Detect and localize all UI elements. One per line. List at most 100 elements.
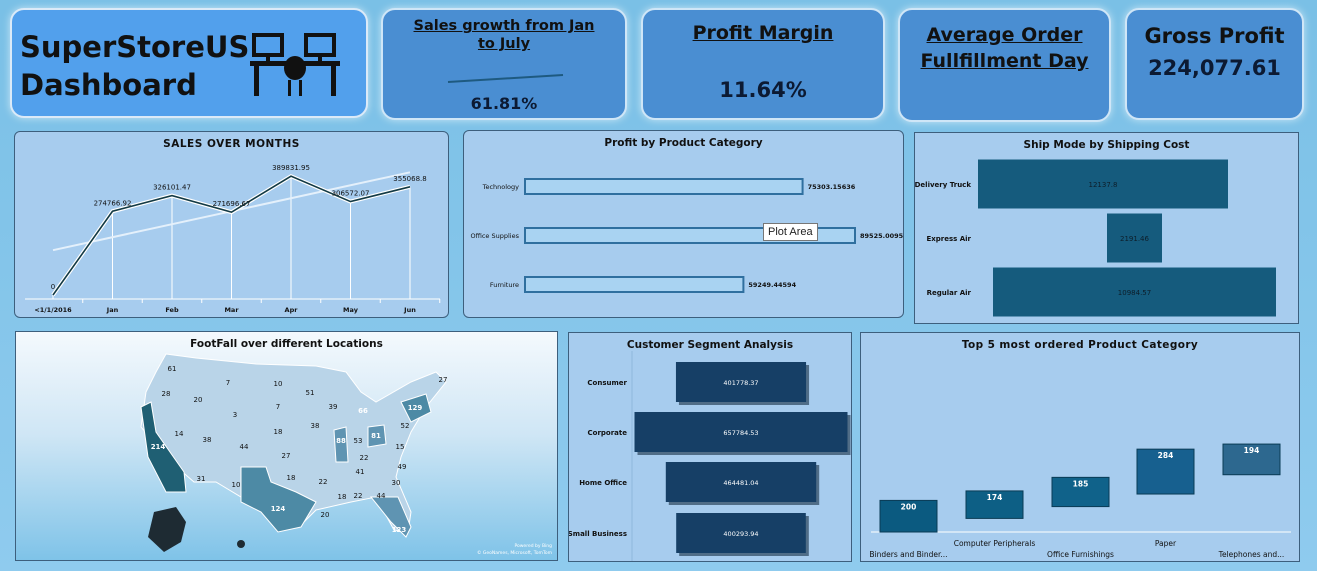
ship-mode-title: Ship Mode by Shipping Cost: [1023, 139, 1190, 151]
state-footfall-label: 22: [319, 478, 328, 486]
california-shape: [140, 401, 187, 493]
sales-data-label: 306572.07: [332, 190, 370, 198]
illinois-shape: [333, 426, 349, 463]
segment-bar: [634, 412, 848, 452]
dashboard-title-line2: Dashboard: [20, 68, 197, 102]
ship-mode-label: Regular Air: [927, 289, 972, 297]
state-footfall-label: 38: [203, 436, 212, 444]
sales-data-label: 274766.92: [94, 199, 132, 207]
us-states-map[interactable]: Powered by Bing © GeoNames, Microsoft, T…: [16, 332, 557, 560]
top5-category-label: Paper: [1155, 539, 1177, 548]
state-footfall-label: 66: [358, 407, 368, 415]
sales-data-label: 389831.95: [272, 164, 310, 172]
sales-data-label: 326101.47: [153, 184, 191, 192]
avg-fulfillment-title: Average Order Fullfillment Day: [920, 24, 1089, 72]
segment-bar: [675, 362, 807, 402]
state-footfall-label: 14: [175, 430, 184, 438]
alaska-shape: [148, 507, 186, 552]
customer-segment-bar-chart[interactable]: Consumer 401778.37 Corporate 657784.53 Home …: [569, 333, 851, 561]
sales-x-tick-label: May: [343, 306, 359, 314]
sales-x-tick-label: Jan: [106, 306, 119, 314]
top5-data-label: 194: [1244, 446, 1260, 455]
avg-fulfillment-card: Average Order Fullfillment Day: [898, 8, 1111, 122]
state-footfall-label: 39: [329, 403, 338, 411]
footfall-map-title: FootFall over different Locations: [190, 338, 383, 350]
state-footfall-label: 10: [232, 481, 241, 489]
top5-bar: [1136, 448, 1195, 495]
state-footfall-label: 30: [392, 479, 401, 487]
state-footfall-label: 88: [336, 437, 346, 445]
segment-bar: [676, 513, 806, 553]
sales-line-chart[interactable]: 0 <1/1/2016 274766.92 Jan 326101.47 Feb 271696…: [15, 132, 448, 317]
segment-label: Small Business: [569, 530, 627, 538]
ship-mode-panel[interactable]: Ship Mode by Shipping Cost Delivery Truc…: [914, 132, 1299, 324]
state-footfall-label: 129: [408, 404, 423, 412]
customer-segment-panel[interactable]: Customer Segment Analysis Consumer 401778…: [568, 332, 852, 562]
state-footfall-label: 10: [274, 380, 283, 388]
sales-growth-sparkline: [447, 74, 564, 83]
state-footfall-label: 18: [287, 474, 296, 482]
segment-label: Home Office: [579, 479, 627, 487]
state-footfall-label: 22: [360, 454, 369, 462]
state-footfall-label: 18: [338, 493, 347, 501]
state-footfall-label: 53: [354, 437, 363, 445]
ship-mode-bar: [1107, 213, 1162, 263]
segment-data-label: 464481.04: [723, 479, 758, 487]
ship-mode-data-label: 12137.8: [1089, 181, 1118, 189]
top5-title: Top 5 most ordered Product Category: [961, 339, 1199, 351]
profit-data-label: 89525.00954: [860, 232, 903, 240]
profit-bar: [524, 178, 804, 195]
newyork-shape: [400, 393, 432, 423]
profit-margin-title: Profit Margin: [692, 22, 834, 44]
gross-profit-title: Gross Profit: [1144, 24, 1285, 48]
state-footfall-label: 124: [271, 505, 286, 513]
state-footfall-label: 41: [356, 468, 365, 476]
state-footfall-label: 49: [398, 463, 407, 471]
sales-x-tick-label: Jun: [403, 306, 416, 314]
gross-profit-value: 224,077.61: [1148, 56, 1281, 80]
ship-mode-label: Delivery Truck: [915, 181, 971, 189]
state-footfall-label: 28: [162, 390, 171, 398]
top5-waterfall-chart[interactable]: 200 Binders and Binder... 174 Computer Peri…: [861, 333, 1299, 561]
ohio-shape: [367, 424, 387, 448]
state-footfall-label: 20: [194, 396, 203, 404]
customer-segment-title: Customer Segment Analysis: [626, 339, 794, 351]
ship-mode-data-label: 2191.46: [1120, 235, 1149, 243]
state-footfall-label: 51: [306, 389, 315, 397]
ship-mode-bar-chart[interactable]: Delivery Truck 12137.8 Express Air 2191.46 R…: [915, 133, 1298, 323]
state-footfall-label: 7: [276, 403, 280, 411]
profit-data-label: 75303.15636: [808, 183, 856, 191]
hawaii-shape: [237, 540, 245, 548]
sales-line: [52, 175, 411, 296]
top5-category-label: Binders and Binder...: [869, 550, 947, 559]
dashboard-title-line1: SuperStoreUS: [20, 30, 250, 64]
dashboard-title-card: SuperStoreUS Dashboard: [10, 8, 368, 118]
top5-panel[interactable]: Top 5 most ordered Product Category 200 B…: [860, 332, 1300, 562]
segment-bar: [665, 462, 817, 502]
map-credit-line2: © GeoNames, Microsoft, TomTom: [477, 549, 552, 556]
sales-x-tick-label: <1/1/2016: [34, 306, 72, 314]
sales-x-tick-label: Mar: [224, 306, 239, 314]
state-footfall-label: 18: [274, 428, 283, 436]
profit-margin-card: Profit Margin 11.64%: [641, 8, 885, 120]
state-footfall-label: 7: [226, 379, 230, 387]
state-footfall-label: 81: [371, 432, 381, 440]
profit-bar-chart[interactable]: Technology 75303.15636 Office Supplies 8952…: [464, 131, 903, 317]
top5-category-label: Office Furnishings: [1047, 550, 1114, 559]
state-footfall-label: 38: [311, 422, 320, 430]
sales-growth-card: Sales growth from Jan to July 61.81%: [381, 8, 627, 120]
sales-growth-value: 61.81%: [470, 94, 538, 113]
sales-x-tick-label: Apr: [285, 306, 299, 314]
top5-data-label: 284: [1158, 451, 1174, 460]
profit-by-category-panel[interactable]: Profit by Product Category Technology 753…: [463, 130, 904, 318]
profit-by-category-title: Profit by Product Category: [604, 137, 763, 149]
sales-over-months-panel[interactable]: SALES OVER MONTHS 0 <1/1/2016 274766.92 Jan…: [14, 131, 449, 318]
profit-bar: [524, 276, 745, 293]
ship-mode-bar: [993, 267, 1276, 317]
top5-category-label: Computer Peripherals: [954, 539, 1036, 548]
state-footfall-label: 61: [168, 365, 177, 373]
segment-data-label: 401778.37: [723, 379, 758, 387]
map-credit-line1: Powered by Bing: [514, 543, 552, 549]
footfall-map-panel[interactable]: FootFall over different Locations Powere…: [15, 331, 558, 561]
sales-data-label: 0: [51, 283, 55, 291]
